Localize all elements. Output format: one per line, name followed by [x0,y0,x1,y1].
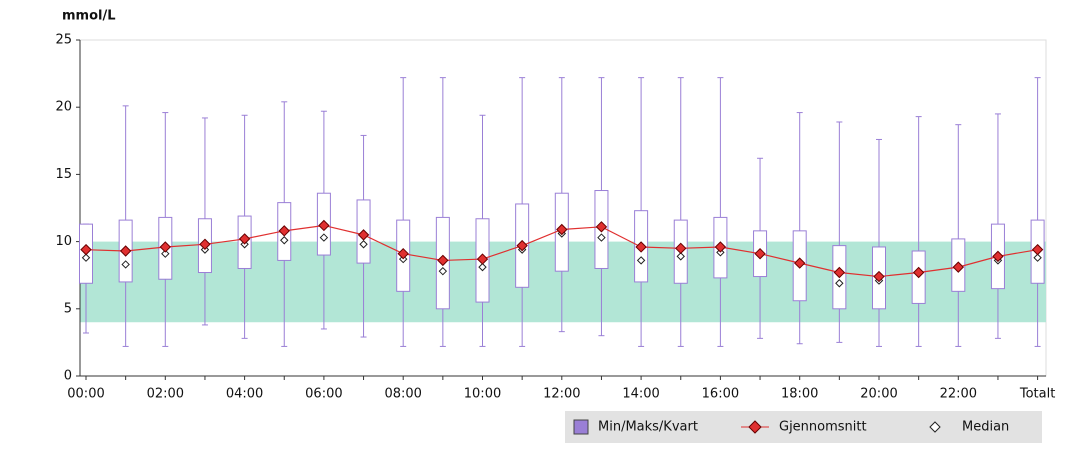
mean-marker [912,266,925,279]
legend-swatch [748,420,762,434]
x-tick-label: 10:00 [464,387,501,402]
median-marker [835,279,844,288]
mean-marker [476,253,489,265]
median-marker [280,236,289,245]
mean-marker [992,250,1004,263]
x-tick-label: 20:00 [860,387,897,402]
median-marker [121,260,130,269]
median-marker [161,249,170,258]
y-tick-label: 25 [55,33,72,48]
mean-marker [516,239,528,252]
mean-marker [952,261,965,273]
mean-marker [357,229,370,241]
x-tick-label: 22:00 [940,387,977,402]
legend-swatch [929,421,941,433]
y-tick-label: 15 [55,167,72,182]
mean-marker [714,241,727,253]
mean-marker [1031,243,1044,256]
y-tick-label: 10 [55,234,72,249]
median-marker [81,253,91,262]
median-marker [597,233,606,242]
mean-marker [159,241,172,253]
mean-marker [556,223,568,236]
mean-marker [635,241,647,253]
median-marker [319,233,329,242]
mean-marker [238,233,251,245]
y-tick-label: 20 [55,100,72,115]
x-tick-label: 02:00 [147,387,184,402]
median-marker [636,256,646,265]
x-tick-label: 04:00 [226,387,263,402]
mean-marker [318,219,330,232]
mean-marker [119,245,132,257]
x-tick-label: 16:00 [702,387,739,402]
legend-label: Gjennomsnitt [779,420,867,435]
x-tick-label: 08:00 [384,387,421,402]
x-tick-label: 12:00 [543,387,580,402]
mean-marker [675,242,687,255]
mean-marker [80,243,92,256]
mean-marker [397,247,409,260]
x-tick-label: 06:00 [305,387,342,402]
mean-marker [278,225,290,237]
legend-label: Median [962,420,1009,435]
x-tick-label: 00:00 [67,387,104,402]
x-tick-label: 14:00 [622,387,659,402]
mean-marker [873,270,885,283]
y-tick-label: 0 [64,369,72,384]
mean-marker [595,221,608,233]
x-tick-label: 18:00 [781,387,818,402]
y-axis-label: mmol/L [62,9,116,24]
legend-label: Min/Maks/Kvart [598,420,698,435]
y-tick-label: 5 [64,301,72,316]
legend-swatch [573,419,589,435]
mean-marker [833,266,846,279]
mean-marker [754,247,766,260]
mean-marker [793,257,806,269]
median-marker [676,252,685,261]
mean-marker [437,254,449,267]
median-marker [478,262,487,272]
legend [565,411,1042,443]
median-marker [438,266,448,276]
median-marker [1033,253,1042,262]
mean-marker [199,238,211,250]
x-tick-label: Totalt [1019,387,1055,402]
median-marker [359,240,368,249]
